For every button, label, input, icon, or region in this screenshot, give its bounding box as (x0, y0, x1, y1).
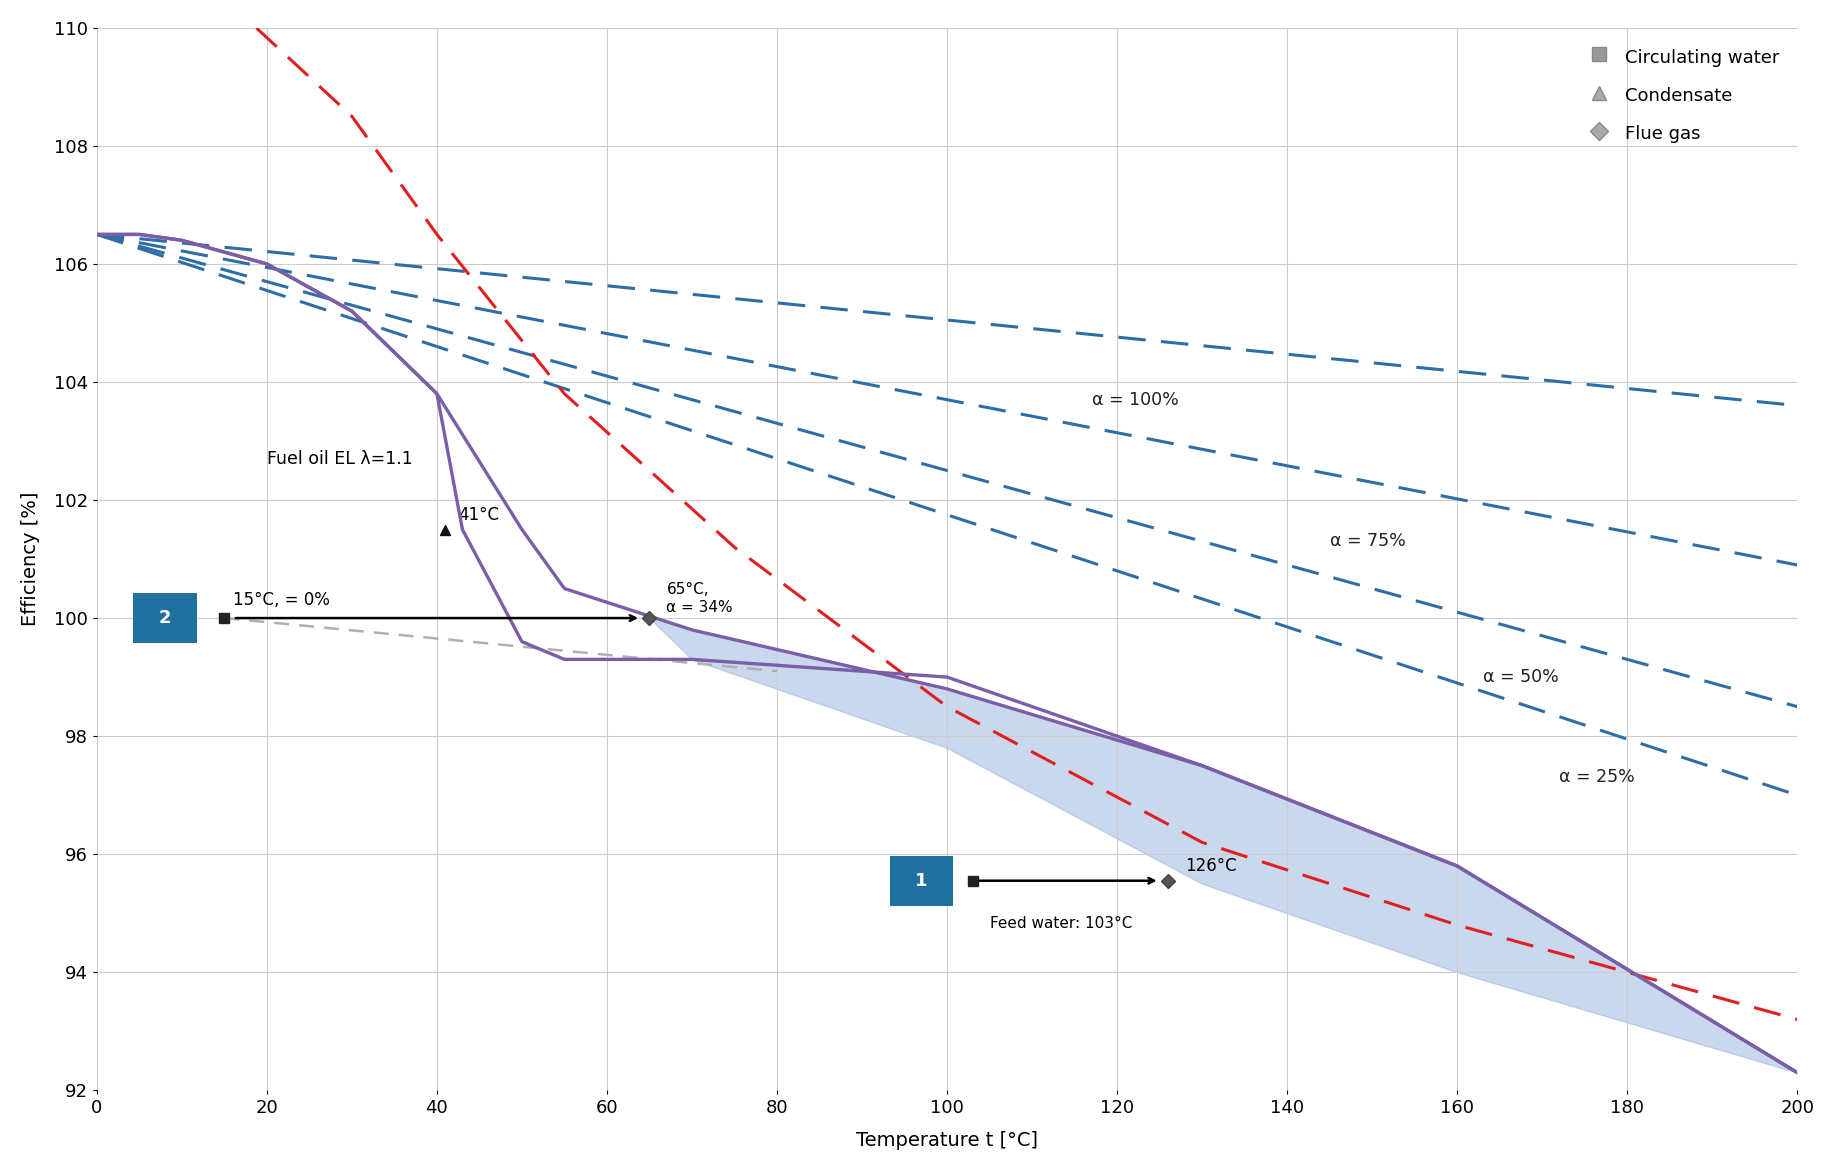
Y-axis label: Efficiency [%]: Efficiency [%] (20, 492, 40, 626)
Text: 2: 2 (158, 609, 171, 626)
Text: Feed water: 103°C: Feed water: 103°C (989, 916, 1132, 931)
Text: 126°C: 126°C (1185, 857, 1237, 875)
X-axis label: Temperature t [°C]: Temperature t [°C] (855, 1131, 1039, 1150)
Legend: Circulating water, Condensate, Flue gas: Circulating water, Condensate, Flue gas (1580, 36, 1787, 153)
Text: α = 100%: α = 100% (1092, 391, 1178, 409)
Text: 1: 1 (916, 871, 929, 890)
Text: 65°C,
α = 34%: 65°C, α = 34% (666, 582, 734, 615)
Text: 41°C: 41°C (459, 506, 499, 523)
Text: α = 50%: α = 50% (1483, 669, 1558, 686)
FancyBboxPatch shape (890, 856, 954, 906)
Text: α = 25%: α = 25% (1560, 768, 1635, 787)
Text: 15°C, = 0%: 15°C, = 0% (233, 591, 330, 609)
FancyBboxPatch shape (132, 593, 196, 643)
Text: α = 75%: α = 75% (1330, 533, 1406, 550)
Text: Fuel oil EL λ=1.1: Fuel oil EL λ=1.1 (266, 450, 413, 467)
